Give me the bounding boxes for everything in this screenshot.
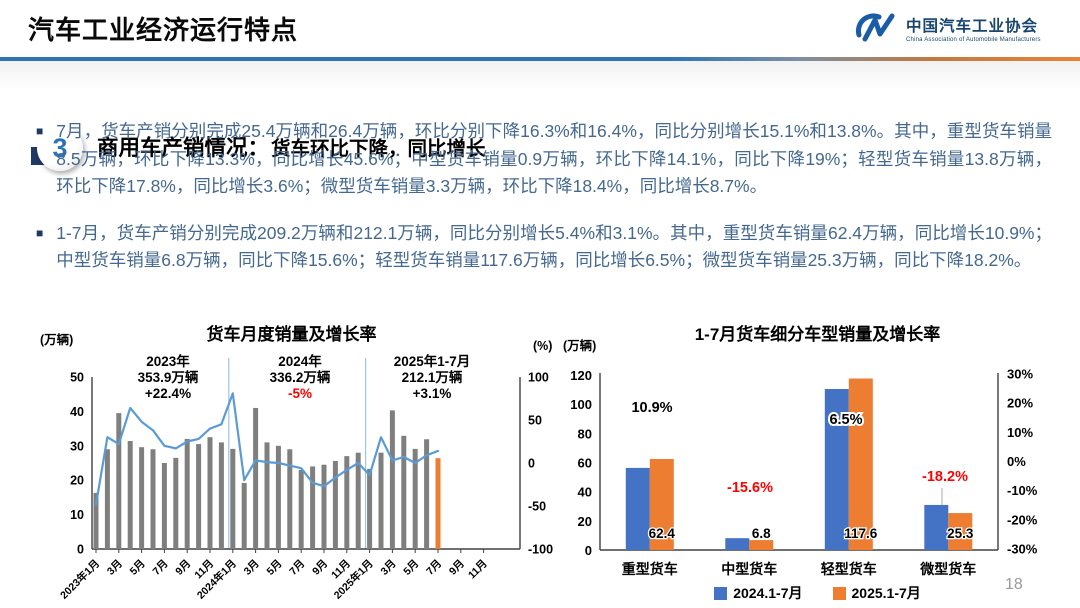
svg-text:0: 0 [528, 457, 535, 471]
svg-text:-30%: -30% [1007, 542, 1038, 557]
bullet-square-icon: ■ [36, 225, 44, 240]
svg-text:-15.6%: -15.6% [727, 480, 773, 496]
svg-text:9月: 9月 [173, 558, 193, 578]
svg-text:3月: 3月 [105, 558, 125, 578]
svg-text:微型货车: 微型货车 [919, 561, 976, 577]
header-divider [0, 57, 1080, 61]
caam-logo: 中国汽车工业协会 China Association of Automobile… [852, 8, 1041, 48]
section-title-main: 商用车产销情况： [97, 136, 270, 160]
svg-text:重型货车: 重型货车 [622, 561, 678, 577]
bullet-square-icon: ■ [36, 124, 44, 138]
svg-text:-5%: -5% [288, 386, 312, 401]
legend-swatch-2024 [714, 586, 728, 600]
svg-text:3月: 3月 [378, 558, 398, 578]
legend-swatch-2025 [832, 586, 846, 600]
section-title-sub: 货车环比下降，同比增长 [271, 138, 486, 160]
svg-text:50: 50 [528, 414, 542, 428]
svg-text:-18.2%: -18.2% [922, 469, 968, 485]
bullet-item-jan-july: ■ 1-7月，货车产销分别完成209.2万辆和212.1万辆，同比分别增长5.4… [36, 220, 1052, 275]
logo-org-name-en: China Association of Automobile Manufact… [906, 36, 1041, 43]
svg-text:+3.1%: +3.1% [413, 386, 452, 401]
svg-text:9月: 9月 [447, 558, 467, 578]
section-number-badge: 3 [37, 125, 83, 171]
svg-text:0: 0 [77, 543, 84, 557]
svg-text:-20%: -20% [1007, 512, 1038, 527]
svg-text:20: 20 [578, 514, 592, 529]
page-number: 18 [1005, 576, 1023, 593]
segment-sales-chart-title: 1-7月货车细分车型销量及增长率 [694, 325, 941, 344]
segment-sales-chart-plot: (万辆) 120 100 80 60 40 20 0 30% 20% 10% 0% -10% -20% -3… [563, 338, 1038, 577]
svg-text:2023年1月: 2023年1月 [57, 557, 102, 602]
svg-text:100: 100 [570, 397, 592, 412]
svg-text:轻型货车: 轻型货车 [821, 561, 877, 577]
legend-label-2025: 2025.1-7月 [851, 585, 921, 601]
svg-text:0%: 0% [1007, 454, 1026, 469]
section-header: 3 商用车产销情况： 货车环比下降，同比增长 [0, 61, 1080, 171]
svg-text:62.4: 62.4 [649, 526, 676, 541]
svg-text:2024年: 2024年 [278, 353, 322, 369]
svg-text:30%: 30% [1007, 366, 1033, 381]
svg-text:+22.4%: +22.4% [145, 386, 191, 401]
svg-text:353.9万辆: 353.9万辆 [138, 369, 199, 385]
svg-text:(万辆): (万辆) [40, 332, 73, 347]
bullet-list: ■ 7月，货车产销分别完成25.4万辆和26.4万辆，环比分别下降16.3%和1… [36, 118, 1052, 294]
svg-text:80: 80 [578, 426, 592, 441]
svg-text:7月: 7月 [424, 558, 444, 578]
legend-label-2024: 2024.1-7月 [733, 585, 803, 601]
segment-chart-legend: 2024.1-7月 2025.1-7月 [555, 583, 1080, 603]
svg-text:20%: 20% [1007, 396, 1033, 411]
section-title: 商用车产销情况： 货车环比下降，同比增长 [97, 131, 486, 162]
svg-text:中型货车: 中型货车 [721, 561, 777, 577]
svg-text:117.6: 117.6 [844, 526, 878, 541]
svg-text:-100: -100 [528, 543, 553, 557]
svg-text:6.5%: 6.5% [829, 412, 862, 428]
svg-text:25.3: 25.3 [947, 526, 974, 541]
svg-text:(%): (%) [533, 339, 552, 353]
svg-text:10%: 10% [1007, 425, 1033, 440]
svg-text:(万辆): (万辆) [563, 338, 596, 353]
svg-text:-10%: -10% [1007, 483, 1038, 498]
svg-text:30: 30 [70, 439, 84, 453]
svg-text:0: 0 [585, 543, 592, 558]
segment-sales-chart: 1-7月货车细分车型销量及增长率 (万辆) 120 100 80 60 40 20 0 30% 2… [555, 318, 1080, 608]
logo-org-name: 中国汽车工业协会 [906, 17, 1039, 35]
svg-text:7月: 7月 [287, 558, 307, 578]
svg-text:5月: 5月 [128, 558, 148, 578]
legend-item-2024: 2024.1-7月 [714, 583, 803, 603]
svg-text:5月: 5月 [401, 558, 421, 578]
svg-text:60: 60 [578, 456, 592, 471]
svg-text:100: 100 [528, 371, 549, 385]
caam-logo-icon [855, 13, 895, 42]
bullet-text-jan-july: 1-7月，货车产销分别完成209.2万辆和212.1万辆，同比分别增长5.4%和… [56, 222, 1052, 271]
svg-text:10.9%: 10.9% [631, 400, 672, 416]
svg-text:10: 10 [70, 508, 84, 522]
svg-text:120: 120 [570, 368, 592, 383]
svg-text:11月: 11月 [466, 558, 490, 582]
legend-item-2025: 2025.1-7月 [832, 583, 921, 603]
caam-logo-text: 中国汽车工业协会 China Association of Automobile… [906, 14, 1041, 43]
svg-text:-50: -50 [528, 500, 546, 514]
svg-text:2023年: 2023年 [146, 353, 190, 369]
svg-text:40: 40 [70, 405, 84, 419]
page-title: 汽车工业经济运行特点 [28, 15, 299, 45]
svg-text:2025年1-7月: 2025年1-7月 [394, 353, 471, 369]
monthly-sales-chart: 货车月度销量及增长率 (万辆) (%) 50 40 30 20 10 0 100 50 0 -50 -1… [28, 318, 555, 608]
bullet-item-july: ■ 7月，货车产销分别完成25.4万辆和26.4万辆，环比分别下降16.3%和1… [36, 118, 1052, 201]
monthly-sales-chart-title: 货车月度销量及增长率 [206, 325, 377, 344]
svg-text:6.8: 6.8 [752, 526, 771, 541]
svg-text:3月: 3月 [242, 558, 262, 578]
svg-text:212.1万辆: 212.1万辆 [402, 369, 463, 385]
svg-text:5月: 5月 [264, 558, 284, 578]
svg-text:336.2万辆: 336.2万辆 [270, 369, 331, 385]
svg-text:20: 20 [70, 474, 84, 488]
svg-text:50: 50 [70, 371, 84, 385]
svg-text:7月: 7月 [150, 558, 170, 578]
bullet-text-july: 7月，货车产销分别完成25.4万辆和26.4万辆，环比分别下降16.3%和16.… [56, 121, 1052, 196]
svg-text:40: 40 [578, 485, 592, 500]
svg-text:9月: 9月 [310, 558, 330, 578]
